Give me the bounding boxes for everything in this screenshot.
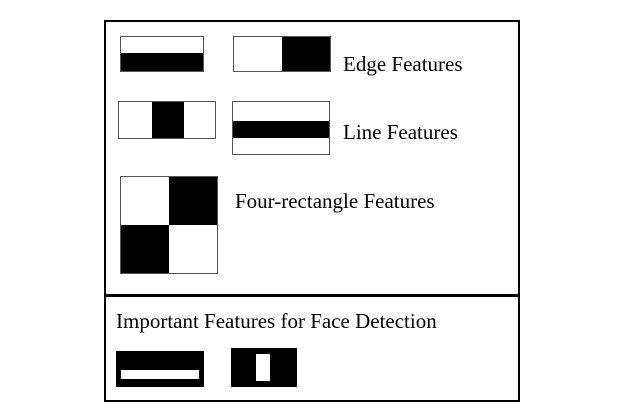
line-features-label: Line Features bbox=[343, 120, 458, 144]
important-feature-nose-white-bar bbox=[256, 354, 270, 381]
important-feature-eyes-white-band bbox=[121, 370, 199, 379]
four-rectangle-features-label: Four-rectangle Features bbox=[235, 189, 435, 213]
edge-feature-horizontal-black bbox=[121, 53, 203, 71]
four-rectangle-feature bbox=[120, 176, 218, 274]
edge-feature-vertical bbox=[233, 36, 331, 72]
edge-feature-vertical-black bbox=[282, 37, 330, 71]
important-features-title: Important Features for Face Detection bbox=[116, 309, 437, 333]
edge-feature-horizontal bbox=[120, 36, 204, 72]
section-divider bbox=[104, 294, 520, 297]
diagram-frame bbox=[104, 20, 520, 402]
line-feature-vertical bbox=[118, 101, 216, 139]
four-rectangle-top-right bbox=[169, 177, 217, 225]
four-rectangle-bottom-left bbox=[121, 225, 169, 273]
edge-features-label: Edge Features bbox=[343, 52, 463, 76]
line-feature-horizontal-black bbox=[233, 121, 329, 138]
line-feature-vertical-black bbox=[152, 102, 184, 138]
important-feature-eyes bbox=[116, 351, 204, 387]
important-feature-nose bbox=[231, 348, 297, 387]
line-feature-horizontal bbox=[232, 101, 330, 155]
